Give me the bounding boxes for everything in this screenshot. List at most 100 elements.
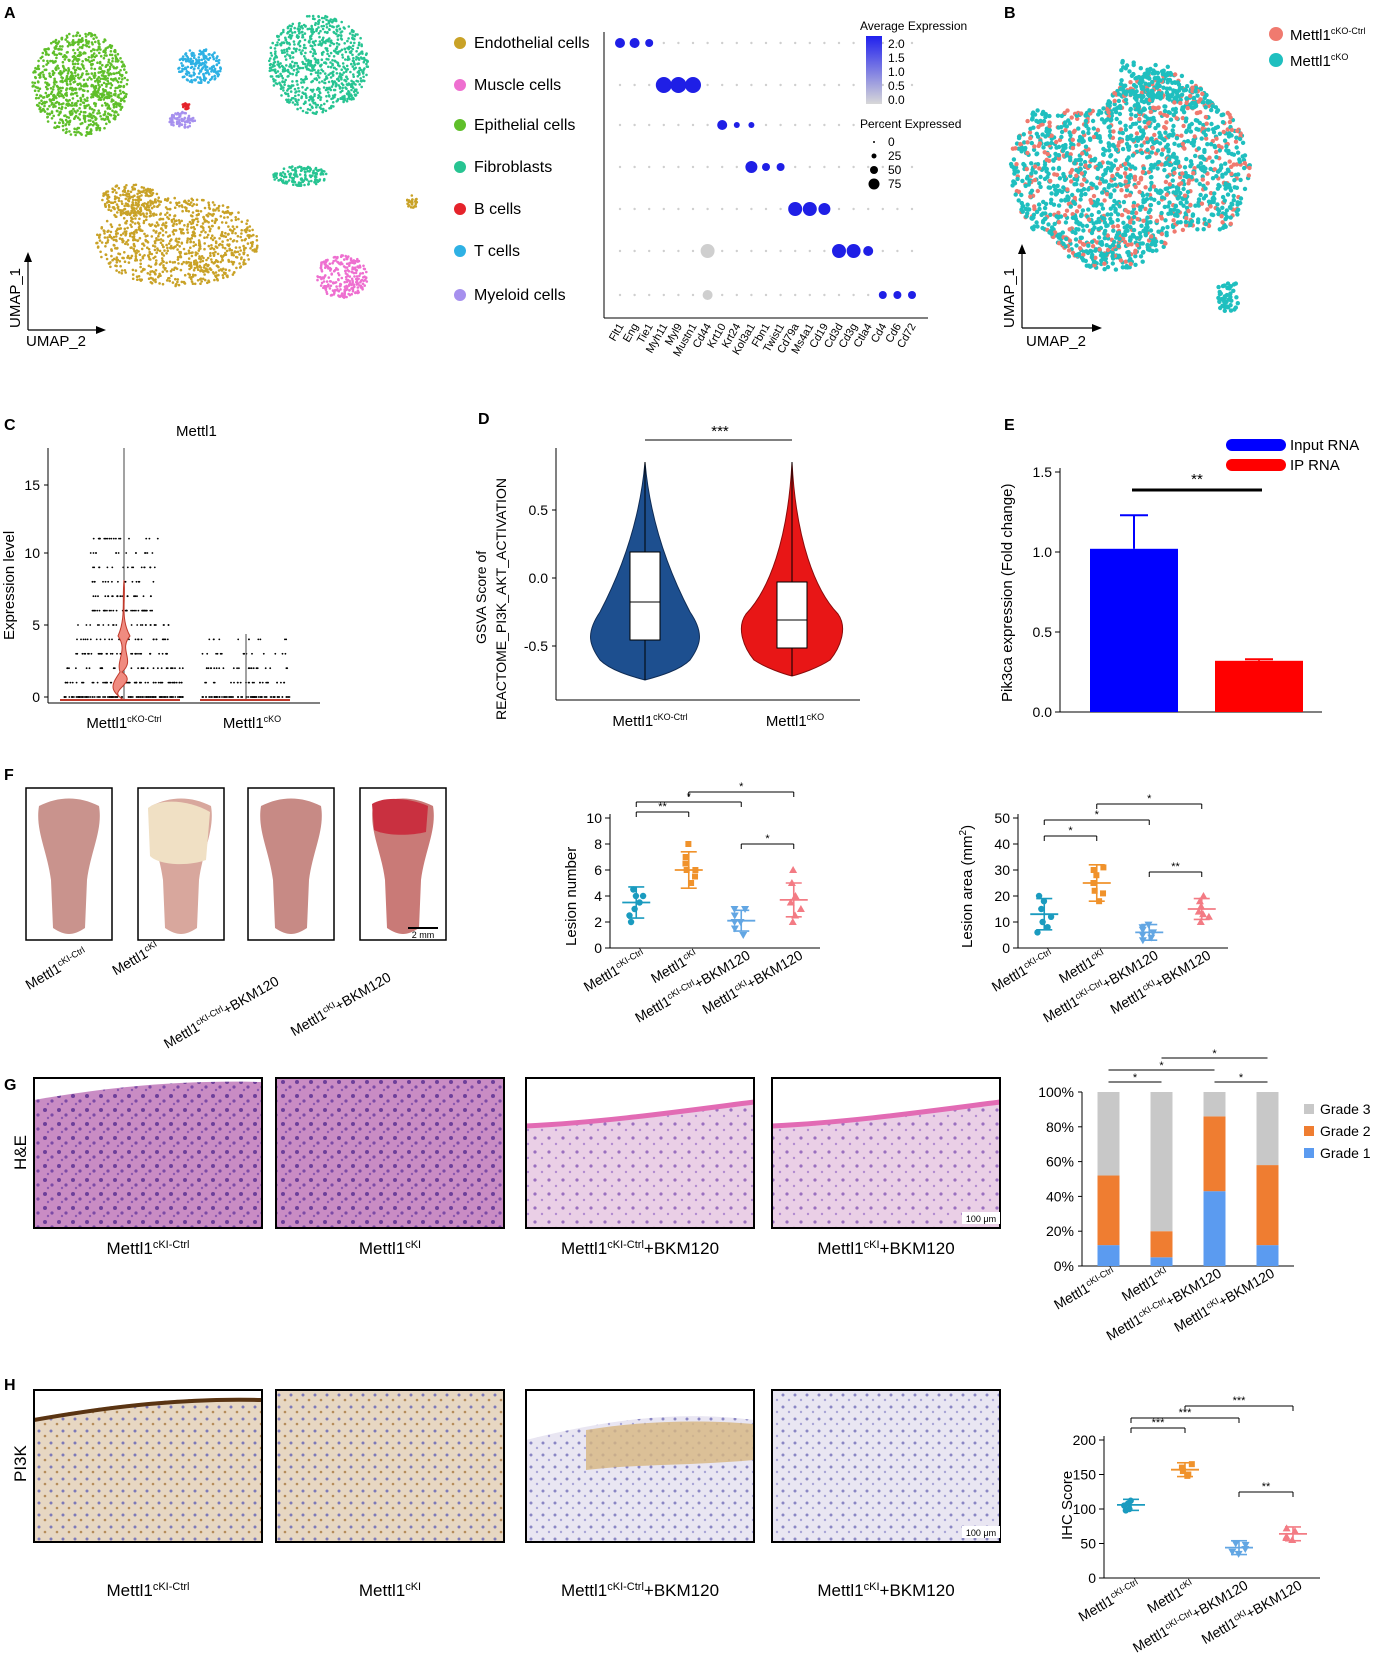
umap-a-point: [104, 245, 107, 248]
umap-a-point: [317, 43, 321, 46]
umap-a-point: [197, 81, 200, 84]
umap-a-point: [322, 36, 325, 40]
umap-a-point: [332, 281, 335, 284]
umap-b-point: [1153, 188, 1159, 193]
umap-a-point: [328, 24, 332, 28]
umap-a-point: [218, 69, 222, 73]
umap-a-point: [34, 66, 37, 70]
umap-a-point: [70, 72, 74, 75]
umap-a-point: [159, 241, 163, 244]
umap-b-point: [1020, 178, 1025, 184]
umap-a-point: [115, 110, 118, 114]
umap-a-point: [100, 74, 104, 77]
umap-a-point: [312, 171, 315, 174]
umap-a-point: [60, 76, 63, 79]
umap-a-point: [212, 208, 215, 211]
umap-a-point: [161, 282, 165, 286]
umap-a-point: [213, 74, 216, 78]
umap-b-point: [1056, 203, 1062, 208]
umap-a-point: [311, 54, 315, 58]
umap-a-point: [272, 77, 275, 81]
umap-b-point: [1143, 125, 1149, 130]
umap-a-point: [255, 235, 258, 238]
umap-a-point: [212, 254, 216, 257]
umap-a-point: [66, 120, 70, 123]
umap-b-point: [1137, 125, 1142, 130]
umap-a-point: [173, 206, 177, 209]
umap-a-point: [87, 72, 90, 76]
umap-a-point: [58, 121, 61, 125]
umap-a-point: [242, 251, 246, 254]
umap-a-point: [168, 120, 171, 124]
umap-b-point: [1033, 170, 1038, 175]
umap-a-point: [187, 71, 191, 75]
umap-b-point: [1154, 239, 1159, 244]
umap-a-point: [83, 98, 86, 101]
umap-a-point: [170, 123, 173, 126]
umap-a-point: [127, 199, 131, 203]
umap-a-point: [207, 73, 211, 76]
umap-a-point: [281, 77, 285, 80]
umap-a-point: [96, 112, 99, 115]
umap-a-point: [303, 32, 307, 35]
umap-a-point: [107, 93, 111, 97]
umap-a-point: [276, 63, 279, 66]
umap-a-point: [331, 79, 334, 83]
umap-a-point: [239, 249, 242, 252]
umap-a-point: [350, 292, 354, 296]
umap-a-point: [139, 265, 142, 269]
umap-b-point: [1115, 223, 1121, 229]
umap-a-point: [205, 258, 208, 262]
umap-b-point: [1047, 113, 1052, 119]
umap-a-point: [78, 107, 81, 110]
umap-a-point: [134, 238, 137, 242]
umap-a-point: [301, 86, 304, 89]
dot-marker: [852, 207, 855, 211]
umap-a-point: [315, 110, 319, 114]
umap-a-point: [191, 204, 194, 208]
umap-a-point: [169, 201, 172, 204]
umap-a-point: [271, 41, 275, 45]
umap-a-point: [171, 281, 175, 284]
umap-a-point: [87, 103, 90, 107]
umap-b-point: [1215, 108, 1221, 113]
umap-a-point: [131, 210, 134, 213]
umap-a-point: [190, 80, 194, 84]
umap-a-point: [134, 183, 138, 187]
umap-a-point: [276, 60, 280, 64]
umap-a-point: [199, 77, 202, 81]
umap-a-point: [150, 252, 154, 256]
umap-a-point: [90, 77, 93, 81]
umap-a-point: [151, 200, 154, 204]
umap-b-point: [1110, 220, 1115, 225]
umap-a-point: [288, 72, 292, 75]
umap-a-point: [97, 45, 101, 49]
umap-b-point: [1119, 188, 1124, 193]
umap-a-point: [192, 244, 195, 248]
dot-marker: [779, 249, 782, 253]
umap-a-point: [103, 232, 106, 235]
dot-marker: [633, 207, 636, 211]
umap-a-point: [178, 119, 181, 122]
umap-b-point: [1035, 188, 1041, 194]
umap-a-point: [122, 84, 126, 88]
umap-a-point: [330, 273, 334, 276]
umap-a-point: [187, 251, 191, 255]
umap-a-point: [294, 167, 297, 170]
umap-b-point: [1092, 156, 1098, 161]
umap-a-point: [151, 191, 155, 195]
umap-a-point: [201, 259, 205, 263]
umap-a-point: [296, 103, 299, 106]
umap-b-point: [1196, 99, 1201, 104]
umap-a-point: [166, 211, 169, 215]
umap-a-point: [184, 67, 188, 71]
umap-a-point: [197, 249, 201, 252]
umap-a-point: [86, 114, 90, 118]
umap-b-point: [1111, 224, 1116, 229]
umap-a-point: [358, 66, 362, 70]
umap-b-point: [1223, 171, 1229, 176]
umap-a-point: [352, 90, 356, 93]
umap-a-point: [54, 40, 57, 43]
umap-b-point: [1137, 116, 1142, 122]
umap-a-point: [74, 102, 77, 105]
